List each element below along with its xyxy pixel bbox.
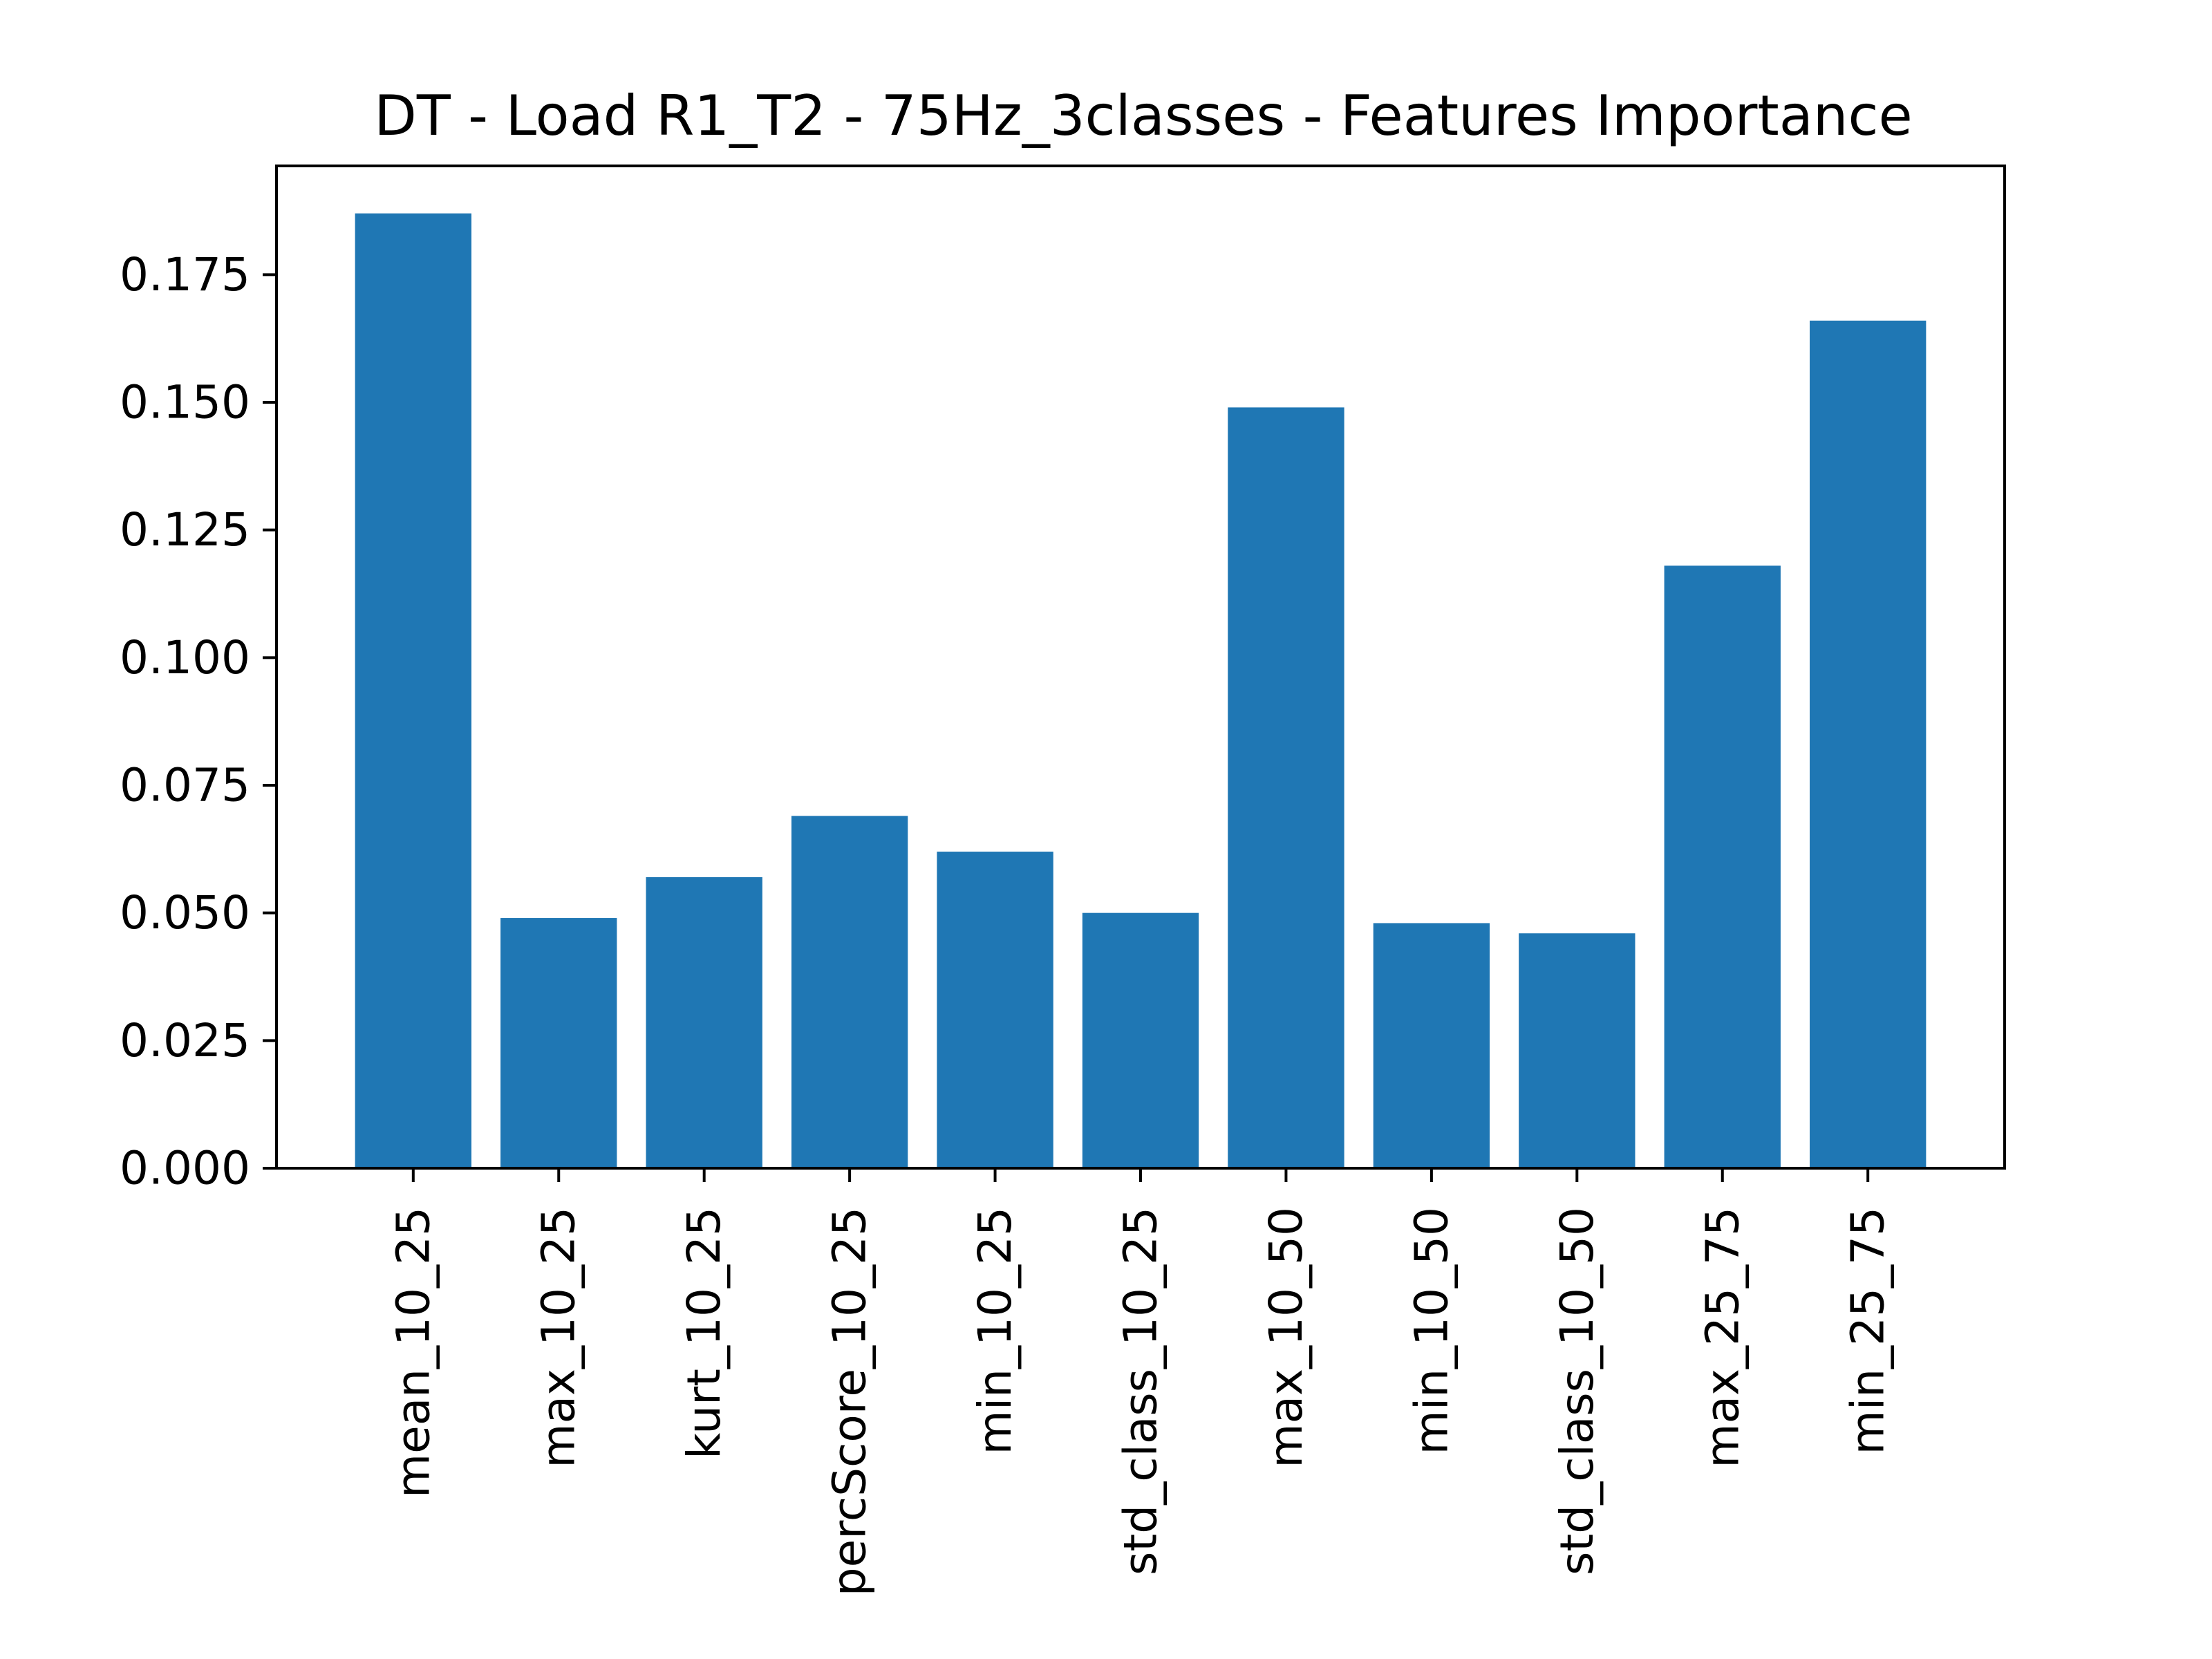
chart-title: DT - Load R1_T2 - 75Hz_3classes - Featur… (374, 84, 1912, 148)
bar-kurt-10-25 (646, 877, 762, 1168)
y-axis: 0.000 0.025 0.050 0.075 0.100 0.125 0.150 0.175 (120, 248, 276, 1195)
x-tick-label: percScore_10_25 (823, 1207, 877, 1596)
y-tick-label: 0.175 (120, 248, 250, 301)
bar-max-10-50 (1228, 407, 1344, 1168)
x-tick-label: max_10_50 (1259, 1207, 1313, 1468)
x-tick-label: std_class_10_25 (1114, 1207, 1168, 1575)
bar-mean-10-25 (355, 213, 471, 1169)
y-tick-label: 0.125 (120, 503, 250, 556)
bars-group (355, 213, 1927, 1169)
x-tick-label: min_10_50 (1405, 1207, 1458, 1454)
bar-max-10-25 (500, 918, 617, 1168)
x-tick-label: kurt_10_25 (677, 1207, 731, 1459)
x-tick-label: min_10_25 (968, 1207, 1022, 1454)
y-tick-label: 0.000 (120, 1142, 250, 1195)
y-tick-label: 0.075 (120, 759, 250, 812)
bar-max-25-75 (1664, 565, 1781, 1168)
bar-min-10-50 (1373, 923, 1490, 1168)
x-tick-label: min_25_75 (1841, 1207, 1895, 1454)
bar-std-class-10-25 (1082, 912, 1199, 1168)
bar-min-25-75 (1810, 320, 1927, 1169)
y-tick-label: 0.050 (120, 886, 250, 939)
x-tick-label: max_10_25 (532, 1207, 585, 1468)
x-axis: mean_10_25 max_10_25 kurt_10_25 percScore_1… (386, 1168, 1895, 1596)
y-tick-label: 0.100 (120, 631, 250, 684)
bar-std-class-10-50 (1519, 933, 1635, 1168)
y-tick-label: 0.150 (120, 376, 250, 429)
bar-percScore-10-25 (791, 816, 908, 1168)
x-tick-label: mean_10_25 (386, 1207, 440, 1498)
x-tick-label: std_class_10_50 (1550, 1207, 1604, 1575)
bar-min-10-25 (937, 852, 1053, 1168)
x-tick-label: max_25_75 (1696, 1207, 1749, 1468)
y-tick-label: 0.025 (120, 1014, 250, 1067)
